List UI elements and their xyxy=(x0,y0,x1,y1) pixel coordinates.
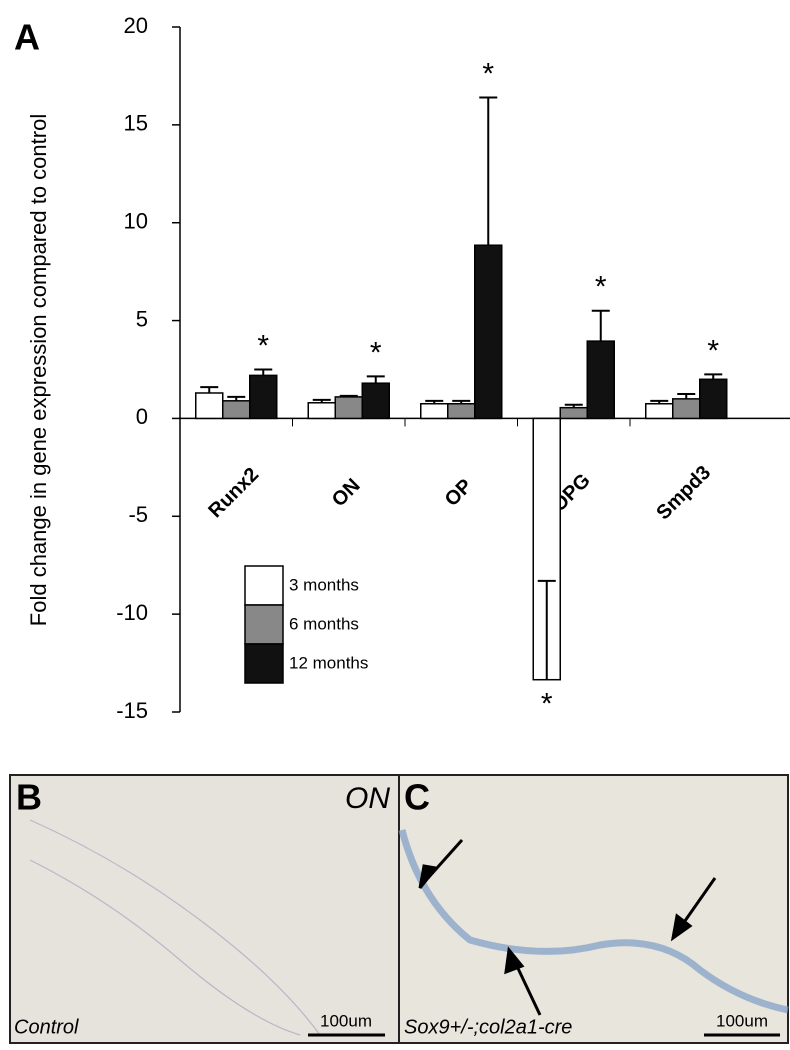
error-bar xyxy=(254,368,273,376)
bar xyxy=(307,402,336,420)
error-bar xyxy=(677,392,696,399)
stained-tissue xyxy=(398,829,789,1014)
bar xyxy=(447,403,476,420)
bar xyxy=(222,400,251,420)
legend-swatch xyxy=(244,643,284,684)
error-bar xyxy=(227,395,246,401)
bar xyxy=(586,340,615,420)
error-bar xyxy=(537,579,556,680)
error-bar xyxy=(452,399,471,404)
significance: * xyxy=(482,57,494,90)
caption: Sox9+/-;col2a1-cre xyxy=(404,1016,572,1038)
legend-label: 6 months xyxy=(289,614,359,633)
tissue-edge xyxy=(29,819,321,1036)
y-tick-label: 5 xyxy=(136,306,148,331)
x-tick-label: OP xyxy=(441,475,477,511)
bar xyxy=(699,378,728,420)
tissue-edge xyxy=(29,859,301,1036)
error-bar xyxy=(704,373,723,380)
bar xyxy=(195,392,224,420)
legend-label: 12 months xyxy=(289,653,368,672)
significance: * xyxy=(370,336,382,369)
bar xyxy=(420,403,449,420)
bar xyxy=(645,403,674,420)
legend-swatch xyxy=(244,604,284,645)
error-bar xyxy=(564,403,583,408)
bar xyxy=(474,244,503,420)
panel-label: C xyxy=(404,777,430,818)
error-bar xyxy=(425,399,444,404)
error-bar xyxy=(200,386,219,393)
error-bar xyxy=(312,398,331,403)
bar xyxy=(672,398,701,420)
legend-label: 3 months xyxy=(289,575,359,594)
scale-label: 100um xyxy=(320,1011,372,1030)
y-tick-label: -10 xyxy=(116,600,148,625)
panel-label: A xyxy=(14,17,40,58)
x-tick-label: ON xyxy=(328,475,365,512)
scale-label: 100um xyxy=(716,1011,768,1030)
x-tick-label: Smpd3 xyxy=(652,462,715,525)
y-tick-label: 10 xyxy=(124,209,148,234)
bar xyxy=(361,382,390,420)
panel-label: B xyxy=(16,777,42,818)
significance: * xyxy=(595,271,607,304)
y-tick-label: 20 xyxy=(124,13,148,38)
stain-label: ON xyxy=(345,782,390,815)
y-tick-label: 0 xyxy=(136,404,148,429)
significance: * xyxy=(541,688,553,721)
bar xyxy=(559,406,588,420)
y-axis-label: Fold change in gene expression compared … xyxy=(26,114,51,626)
micrograph-c xyxy=(398,774,789,1044)
error-bar xyxy=(366,375,385,384)
x-tick-label: Runx2 xyxy=(204,464,263,523)
micrograph-b xyxy=(9,774,400,1044)
y-tick-label: -5 xyxy=(128,502,148,527)
y-tick-label: 15 xyxy=(124,111,148,136)
bar xyxy=(249,374,278,420)
legend-swatch xyxy=(244,565,284,606)
bar xyxy=(334,396,363,420)
error-bar xyxy=(339,394,358,397)
error-bar xyxy=(591,309,610,342)
y-tick-label: -15 xyxy=(116,698,148,723)
arrows xyxy=(418,838,717,1016)
error-bar xyxy=(650,399,669,404)
error-bar xyxy=(479,96,498,246)
significance: * xyxy=(257,329,269,362)
caption: Control xyxy=(14,1016,79,1038)
significance: * xyxy=(707,334,719,367)
